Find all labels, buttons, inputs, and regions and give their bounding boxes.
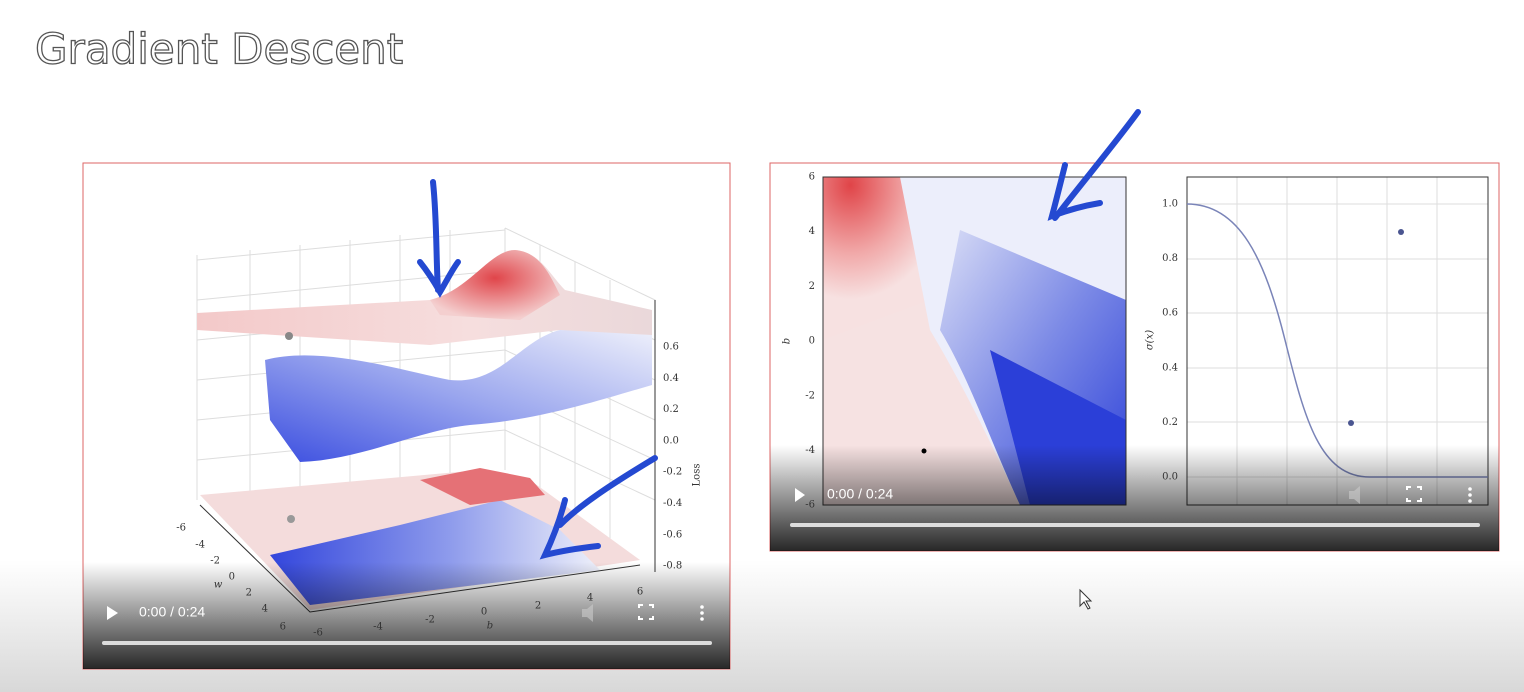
axis-label: w <box>214 580 223 591</box>
tick-label: -4 <box>373 622 383 633</box>
tick-label: 0 <box>481 607 487 618</box>
tick-label: 0.8 <box>1162 253 1178 264</box>
video-controls-shade <box>770 445 1499 551</box>
tick-label: 2 <box>535 601 541 612</box>
slide-title: Gradient Descent <box>35 25 403 74</box>
axis-label: b <box>782 338 793 344</box>
tick-label: -0.4 <box>663 498 682 509</box>
contour-floor-red <box>420 468 545 505</box>
tick-label: 0.6 <box>1162 308 1178 319</box>
tick-label: -2 <box>805 390 815 401</box>
loss-peak <box>430 250 560 320</box>
annotation-arrow <box>417 179 461 298</box>
tick-label: 4 <box>587 593 593 604</box>
progress-bar[interactable] <box>102 641 712 645</box>
tick-label: 0.0 <box>663 435 679 446</box>
tick-label: -6 <box>805 500 815 511</box>
fullscreen-button[interactable] <box>1406 486 1422 502</box>
video-left[interactable]: 0:00 / 0:24 <box>82 162 731 670</box>
loss-surface-valley <box>265 330 652 462</box>
axis-label: σ(x) <box>1145 330 1156 350</box>
volume-button[interactable] <box>582 604 593 622</box>
data-point <box>1398 229 1404 235</box>
tick-label: 6 <box>809 172 815 183</box>
tick-label: -4 <box>195 540 205 551</box>
annotation-arrow <box>539 455 658 560</box>
video-right[interactable]: 0:00 / 0:24 <box>769 109 1500 552</box>
progress-bar[interactable] <box>790 523 1480 527</box>
time-display: 0:00 / 0:24 <box>827 486 893 502</box>
tick-label: 0.6 <box>663 342 679 353</box>
tick-label: 0.4 <box>663 373 679 384</box>
axis-label: Loss <box>692 464 703 487</box>
tick-label: 6 <box>280 622 286 633</box>
tick-label: 2 <box>246 588 252 599</box>
tick-label: -2 <box>210 556 220 567</box>
tick-label: 0.2 <box>1162 417 1178 428</box>
annotation-arrow <box>1047 109 1141 221</box>
time-display: 0:00 / 0:24 <box>139 604 205 620</box>
tick-label: -0.8 <box>663 561 682 572</box>
tick-label: 4 <box>262 604 268 615</box>
tick-label: -6 <box>313 628 323 639</box>
tick-label: 0 <box>809 336 815 347</box>
tick-label: -0.2 <box>663 467 682 478</box>
axis-label: b <box>487 621 493 632</box>
tick-label: 0.2 <box>663 404 679 415</box>
tick-label: 4 <box>809 226 815 237</box>
play-button[interactable] <box>795 488 805 502</box>
tick-label: -0.6 <box>663 529 682 540</box>
tick-label: 0.4 <box>1162 362 1178 373</box>
tick-label: -2 <box>425 615 435 626</box>
tick-label: 2 <box>809 281 815 292</box>
data-point <box>1348 420 1354 426</box>
tick-label: -6 <box>176 523 186 534</box>
loss-point <box>285 332 293 340</box>
sigmoid-grid <box>1187 177 1488 505</box>
video-controls-shade <box>83 562 730 669</box>
floor-point <box>287 515 295 523</box>
tick-label: -4 <box>805 445 815 456</box>
mouse-cursor <box>1079 588 1093 610</box>
play-button[interactable] <box>107 606 118 620</box>
tick-label: 6 <box>637 587 643 598</box>
more-button[interactable] <box>700 605 704 621</box>
volume-button[interactable] <box>1349 486 1360 504</box>
tick-label: 0 <box>229 572 235 583</box>
more-button[interactable] <box>1468 487 1472 503</box>
tick-label: 1.0 <box>1162 199 1178 210</box>
fullscreen-button[interactable] <box>638 604 654 620</box>
tick-label: 0.0 <box>1162 472 1178 483</box>
